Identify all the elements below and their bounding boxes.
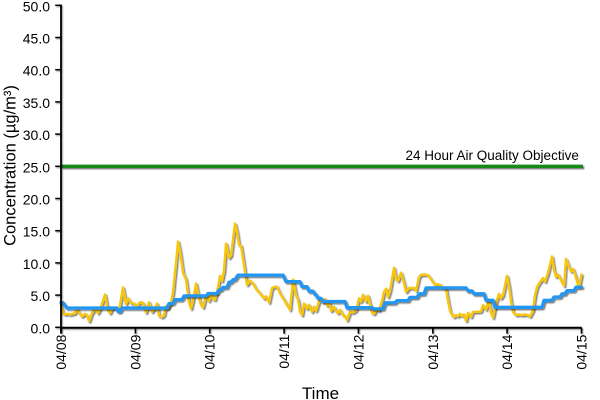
svg-text:35.0: 35.0 bbox=[23, 95, 50, 111]
svg-text:04/11: 04/11 bbox=[276, 334, 292, 368]
svg-text:Time: Time bbox=[302, 384, 339, 400]
svg-text:20.0: 20.0 bbox=[23, 192, 50, 208]
svg-text:04/15: 04/15 bbox=[574, 334, 590, 369]
svg-text:Concentration (µg/m³): Concentration (µg/m³) bbox=[2, 85, 20, 246]
svg-text:04/14: 04/14 bbox=[499, 334, 515, 369]
svg-text:50.0: 50.0 bbox=[23, 0, 50, 14]
svg-text:0.0: 0.0 bbox=[31, 320, 51, 336]
svg-text:04/09: 04/09 bbox=[127, 334, 143, 369]
svg-text:40.0: 40.0 bbox=[23, 63, 50, 79]
svg-text:04/08: 04/08 bbox=[53, 334, 69, 369]
svg-text:04/10: 04/10 bbox=[202, 334, 218, 369]
svg-text:24 Hour Air Quality Objective: 24 Hour Air Quality Objective bbox=[406, 148, 579, 163]
svg-text:30.0: 30.0 bbox=[23, 127, 50, 143]
svg-text:04/12: 04/12 bbox=[350, 334, 366, 369]
svg-text:10.0: 10.0 bbox=[23, 256, 50, 272]
svg-text:15.0: 15.0 bbox=[23, 224, 50, 240]
svg-text:45.0: 45.0 bbox=[23, 31, 50, 47]
svg-text:04/13: 04/13 bbox=[425, 334, 441, 369]
svg-text:25.0: 25.0 bbox=[23, 159, 50, 175]
svg-text:5.0: 5.0 bbox=[31, 288, 51, 304]
